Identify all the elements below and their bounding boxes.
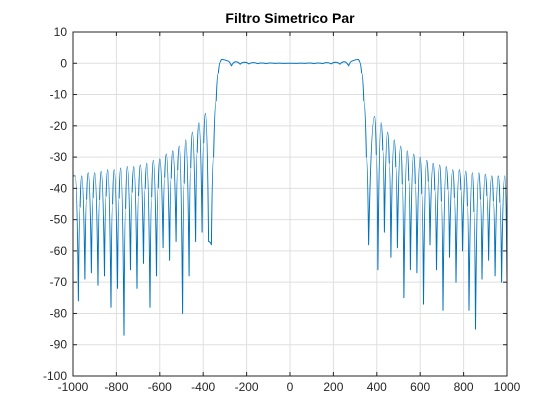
x-tick-label: 400: [367, 380, 387, 394]
y-tick-label: -70: [50, 275, 68, 289]
y-tick-label: 10: [54, 25, 68, 39]
x-tick-label: -400: [191, 380, 215, 394]
y-tick-label: -10: [50, 88, 68, 102]
y-tick-label: -40: [50, 181, 68, 195]
x-tick-label: -600: [148, 380, 172, 394]
x-tick-label: 200: [323, 380, 343, 394]
x-tick-label: -200: [235, 380, 259, 394]
series-group: [73, 59, 508, 336]
y-tick-label: -20: [50, 119, 68, 133]
x-tick-label: -800: [104, 380, 128, 394]
y-tick-label: -30: [50, 150, 68, 164]
x-tick-label: 600: [410, 380, 430, 394]
y-tick-label: -80: [50, 306, 68, 320]
ticks: [72, 31, 508, 377]
y-tick-label: -90: [50, 338, 68, 352]
y-tick-labels: 10 0 -10 -20 -30 -40 -50 -60 -70 -80 -90 -100: [43, 25, 67, 383]
x-tick-label: 1000: [494, 380, 521, 394]
x-tick-label: 800: [454, 380, 474, 394]
x-tick-labels: -1000 -800 -600 -400 -200 0 200 400 600 800 1000: [58, 380, 521, 394]
x-tick-label: -1000: [58, 380, 89, 394]
y-tick-label: -100: [43, 369, 67, 383]
y-tick-label: 0: [60, 56, 67, 70]
y-tick-label: -60: [50, 244, 68, 258]
y-tick-label: -50: [50, 213, 68, 227]
magnitude-response-line: [73, 59, 508, 336]
chart-title: Filtro Simetrico Par: [225, 10, 355, 26]
x-tick-label: 0: [287, 380, 294, 394]
